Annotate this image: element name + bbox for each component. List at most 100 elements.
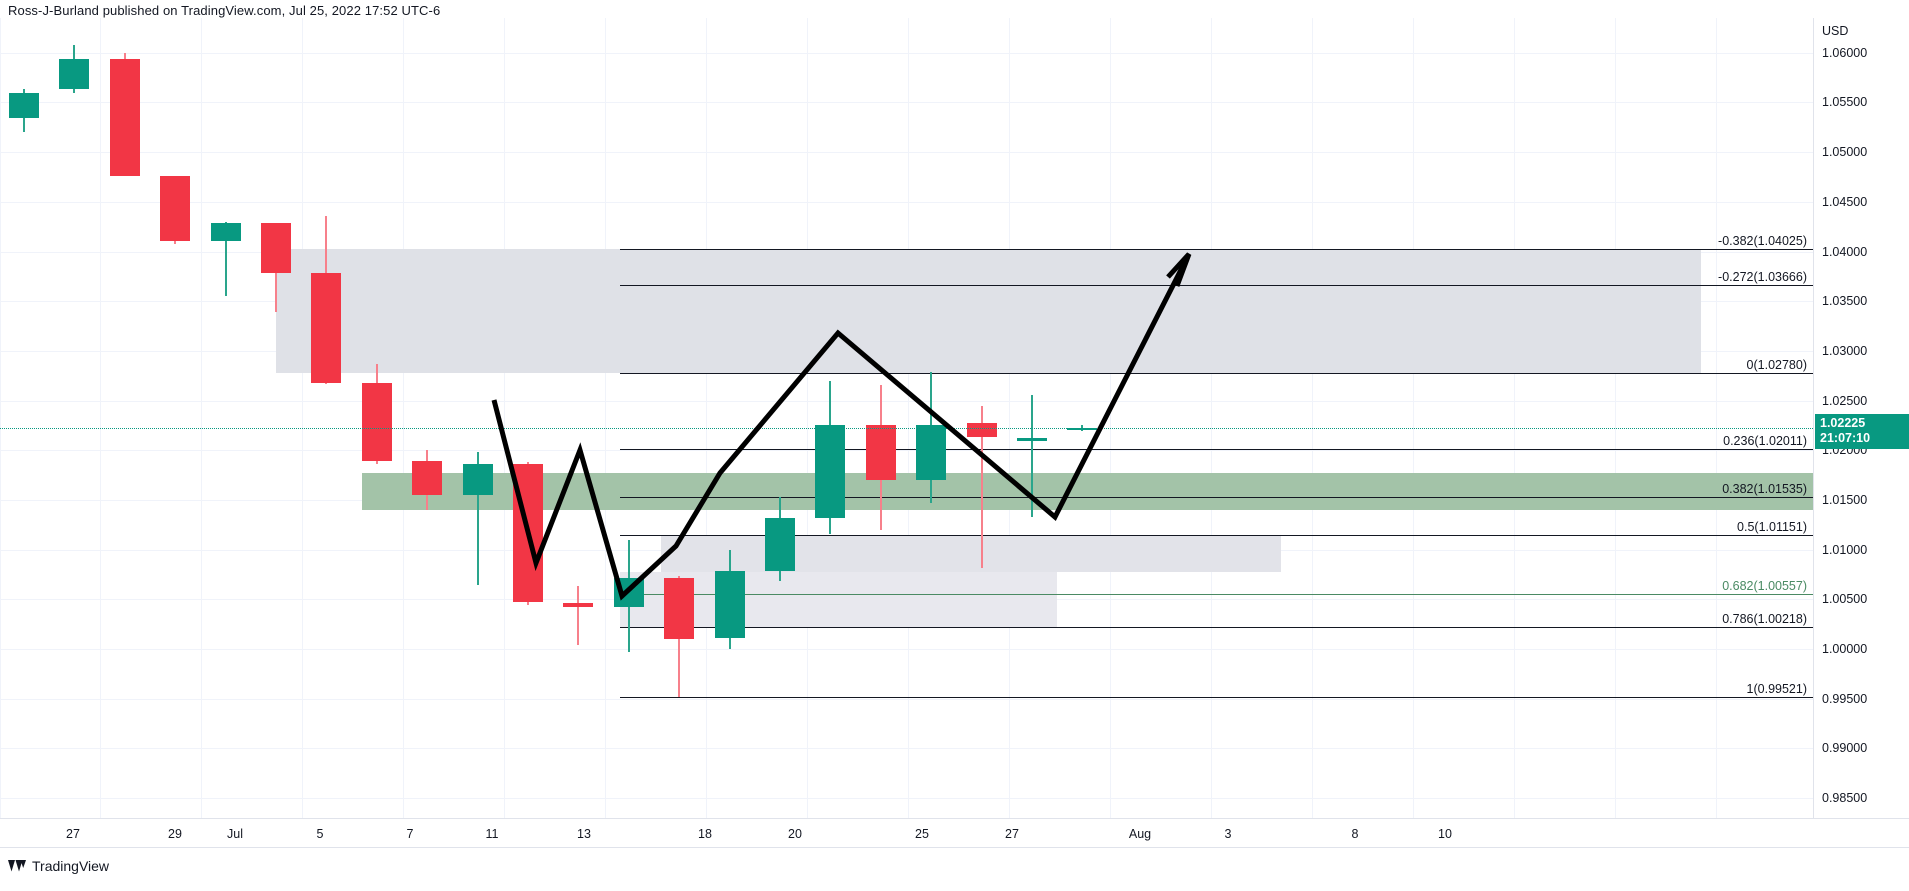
zone-upper-supply-zone[interactable] — [276, 249, 1701, 373]
gridline-vertical — [1514, 18, 1515, 818]
fib-label-0.236: 0.236(1.02011) — [1723, 434, 1807, 449]
time-tick: Aug — [1128, 827, 1152, 841]
fib-line-1[interactable] — [620, 696, 1813, 698]
fib-label-1: 1(0.99521) — [1746, 681, 1807, 696]
candle-body — [714, 570, 745, 639]
price-tick: 0.99500 — [1822, 691, 1868, 706]
fib-line-0.786[interactable] — [620, 627, 1813, 629]
price-tick: 1.03000 — [1822, 343, 1868, 358]
gridline-vertical — [908, 18, 909, 818]
candle-body — [916, 425, 947, 481]
candle-body — [361, 382, 392, 462]
fib-line--0.382[interactable] — [620, 249, 1813, 251]
zone-mid-grey-zone[interactable] — [661, 534, 1281, 572]
gridline-horizontal — [0, 450, 1813, 452]
time-tick: 3 — [1224, 827, 1232, 841]
candle-body — [815, 425, 846, 518]
candle-body — [261, 222, 291, 274]
candle-wick — [224, 221, 227, 297]
candle-body — [109, 58, 140, 176]
gridline-horizontal — [0, 102, 1813, 104]
time-axis[interactable]: 27 29 Jul 5 7 11 13 18 20 25 27 Aug 3 8 10 — [0, 818, 1909, 848]
price-tick: 1.01000 — [1822, 542, 1868, 557]
price-tick: 1.04000 — [1822, 244, 1868, 259]
price-tick: 1.00000 — [1822, 642, 1868, 657]
candle-body — [311, 273, 342, 383]
candle-body — [865, 425, 896, 481]
gridline-horizontal — [0, 201, 1813, 203]
price-tick: 0.98500 — [1822, 791, 1868, 806]
candle-body — [765, 517, 795, 571]
time-tick: 11 — [485, 827, 499, 841]
time-tick: 5 — [316, 827, 324, 841]
gridline-horizontal — [0, 649, 1813, 651]
time-tick: 27 — [1005, 827, 1019, 841]
time-tick: 25 — [915, 827, 929, 841]
candle-wick — [476, 452, 479, 586]
candle-body — [1067, 427, 1098, 431]
candle-body — [966, 423, 997, 438]
gridline-horizontal — [0, 698, 1813, 700]
bar-countdown: 21:07:10 — [1820, 430, 1871, 445]
gridline-horizontal — [0, 52, 1813, 54]
candle-body — [412, 461, 443, 495]
fib-line-0.382[interactable] — [620, 496, 1813, 498]
fib-label-0.786: 0.786(1.00218) — [1722, 612, 1807, 627]
time-tick: 20 — [788, 827, 802, 841]
gridline-vertical — [403, 18, 404, 818]
time-tick: 18 — [698, 827, 712, 841]
chart-pane[interactable]: -0.382(1.04025) -0.272(1.03666) 0(1.02780)… — [0, 18, 1813, 818]
fib-line-0.5[interactable] — [620, 534, 1813, 536]
time-tick: 8 — [1351, 827, 1359, 841]
fib-line--0.272[interactable] — [620, 284, 1813, 286]
candle-wick — [980, 405, 983, 568]
candle-body — [563, 603, 594, 608]
gridline-vertical — [1716, 18, 1717, 818]
price-axis-unit: USD — [1822, 24, 1849, 38]
fib-label-0.682: 0.682(1.00557) — [1722, 578, 1807, 593]
price-tick: 1.05000 — [1822, 145, 1868, 160]
gridline-vertical — [100, 18, 101, 818]
tradingview-logo-icon — [8, 860, 26, 872]
gridline-vertical — [1110, 18, 1111, 818]
price-tick: 0.99000 — [1822, 741, 1868, 756]
candle-wick — [577, 586, 580, 646]
gridline-vertical — [807, 18, 808, 818]
candle-wick — [1031, 394, 1033, 517]
gridline-vertical — [302, 18, 303, 818]
time-tick: Jul — [227, 827, 243, 841]
zone-demand-zone[interactable] — [362, 473, 1813, 510]
gridline-vertical — [0, 18, 1, 818]
candle-body — [160, 176, 191, 241]
current-price-line — [0, 427, 1813, 429]
gridline-vertical — [201, 18, 202, 818]
current-price-tag[interactable]: 1.02225 21:07:10 — [1815, 413, 1909, 449]
fib-label-0.382: 0.382(1.01535) — [1722, 481, 1807, 496]
gridline-vertical — [1615, 18, 1616, 818]
chart-plot-area[interactable]: -0.382(1.04025) -0.272(1.03666) 0(1.02780)… — [0, 18, 1813, 818]
candle-body — [664, 577, 695, 640]
price-tick: 1.01500 — [1822, 492, 1868, 507]
footer-branding[interactable]: TradingView — [8, 858, 109, 874]
time-tick: 10 — [1438, 827, 1452, 841]
time-tick: 13 — [577, 827, 591, 841]
gridline-horizontal — [0, 748, 1813, 750]
gridline-vertical — [1009, 18, 1010, 818]
tradingview-wordmark: TradingView — [32, 858, 110, 874]
price-tick: 1.03500 — [1822, 294, 1868, 309]
gridline-vertical — [1312, 18, 1313, 818]
candle-body — [210, 222, 241, 241]
fib-line-0[interactable] — [620, 372, 1813, 374]
fib-label--0.382: -0.382(1.04025) — [1718, 234, 1807, 249]
price-axis[interactable]: USD 1.06000 1.05500 1.05000 1.04500 1.04000 1… — [1813, 18, 1909, 818]
price-tick: 1.05500 — [1822, 95, 1868, 110]
price-tick: 1.00500 — [1822, 592, 1868, 607]
price-tick: 1.02500 — [1822, 393, 1868, 408]
gridline-vertical — [504, 18, 505, 818]
fib-line-0.682[interactable] — [620, 593, 1813, 595]
candle-body — [1017, 438, 1047, 442]
candle-body — [462, 464, 493, 495]
fib-line-0.236[interactable] — [620, 449, 1813, 451]
projection-drawing[interactable] — [0, 18, 1813, 818]
